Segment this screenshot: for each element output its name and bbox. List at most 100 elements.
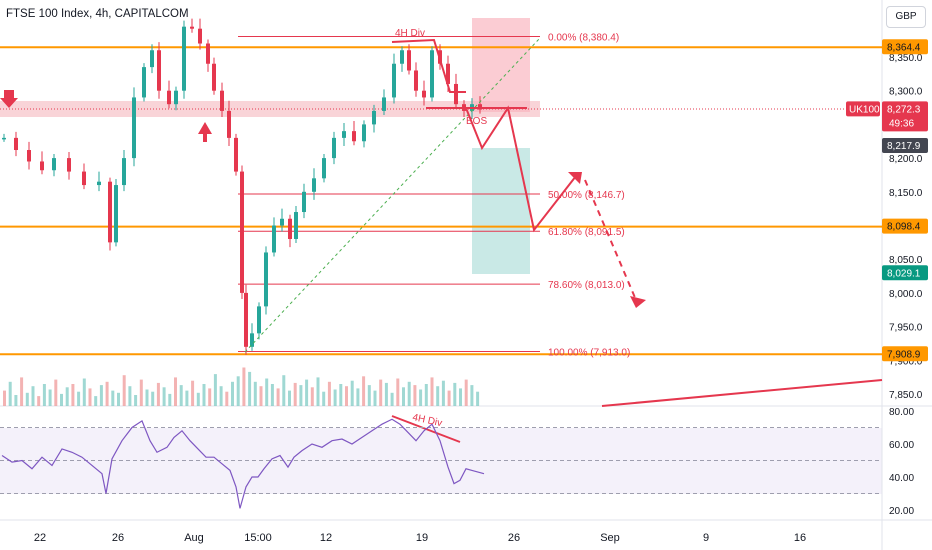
time-tick-label: 16 [794, 532, 806, 544]
candle-body [352, 131, 356, 142]
price-tick-label: 8,000.0 [889, 289, 923, 300]
candle-body [332, 137, 336, 159]
volume-bar [42, 384, 46, 406]
volume-bar [185, 390, 189, 406]
price-tick-label: 8,050.0 [889, 255, 923, 266]
price-tag-bg [882, 265, 928, 281]
candle-body [97, 181, 101, 186]
volume-bar [447, 390, 451, 406]
horizontal-levels[interactable] [0, 46, 882, 356]
volume-bar [3, 390, 6, 406]
volume-bar [71, 384, 75, 406]
volume-bar [259, 386, 263, 406]
candle-body [82, 171, 86, 186]
volume-bar [48, 389, 52, 406]
candle-body [27, 150, 31, 162]
candle-body [52, 158, 56, 171]
rsi-tick-label: 60.00 [889, 440, 914, 451]
candle-body [430, 50, 434, 98]
volume-bar [310, 387, 314, 406]
volume-bar [202, 384, 206, 406]
volume-bar [196, 392, 200, 406]
currency-badge[interactable]: GBP [886, 6, 926, 28]
volume-bar [208, 388, 212, 406]
price-axis: 8,350.08,300.08,250.08,200.08,150.08,100… [846, 39, 928, 517]
volume-bar [31, 386, 35, 406]
volume-bar [356, 388, 360, 406]
candle-body [190, 26, 194, 29]
volume-bar [168, 393, 172, 406]
price-tag-label: 8,272.3 [887, 104, 921, 115]
price-tag-label: 8,217.9 [887, 141, 921, 152]
candle-body [342, 131, 346, 138]
time-tick-label: 9 [703, 532, 709, 544]
volume-bar [54, 379, 58, 406]
fib-level-label: 50.00% (8,146.7) [548, 190, 625, 201]
volume-bar [441, 380, 445, 406]
candle-body [264, 252, 268, 307]
volume-bar [179, 385, 183, 406]
rsi-tick-label: 40.00 [889, 473, 914, 484]
divergence-label: 4H Div [395, 28, 425, 39]
trend-line-bottom[interactable] [601, 379, 883, 407]
time-axis: 22 26 Aug 15:00 12 19 26 Sep 9 16 [34, 532, 806, 544]
volume-bar [390, 392, 394, 406]
rsi-line [1, 418, 485, 509]
price-tick-label: 8,200.0 [889, 154, 923, 165]
volume-bar [156, 382, 160, 406]
divergence-line[interactable] [391, 38, 466, 93]
volume-bar [339, 384, 343, 406]
candle-body [414, 70, 418, 91]
volume-bar [419, 389, 423, 406]
symbol-tag-bg [846, 101, 880, 117]
candle-body [422, 90, 426, 98]
candle-body [132, 97, 136, 159]
candle-body [67, 158, 71, 172]
volume-bar [128, 386, 132, 406]
volume-bar [384, 382, 388, 406]
projection-path[interactable] [465, 105, 577, 233]
candle-body [174, 90, 178, 105]
time-tick-label: 22 [34, 532, 46, 544]
candle-body [150, 50, 154, 68]
volume-bar [134, 395, 138, 406]
candle-body [108, 181, 112, 243]
price-tag-bg [882, 138, 928, 154]
candle-body [244, 292, 248, 347]
candle-body [400, 50, 404, 64]
volume-bar [299, 385, 303, 406]
price-tick-label: 8,300.0 [889, 87, 923, 98]
volume-bar [77, 391, 81, 406]
rsi-pane [0, 418, 882, 509]
volume-bar [333, 389, 337, 406]
price-tag-bg [882, 218, 928, 234]
candle-body [250, 333, 254, 347]
volume-bar [253, 381, 257, 406]
volume-bar [111, 390, 115, 406]
rsi-tick-label: 80.00 [889, 407, 914, 418]
volume-bar [94, 396, 98, 406]
fibonacci-retracement[interactable]: 0.00% (8,380.4) 50.00% (8,146.7) 61.80% (8… [238, 33, 630, 359]
fib-level-label: 61.80% (8,091.5) [548, 227, 625, 238]
candle-body [288, 218, 292, 239]
bos-label: BOS [466, 116, 487, 127]
candle-body [280, 218, 284, 226]
buy-arrow-icon [198, 122, 212, 142]
candle-body [114, 185, 118, 243]
price-tag-label: 8,029.1 [887, 268, 921, 279]
volume-bar [105, 381, 109, 406]
time-tick-label: Sep [600, 532, 620, 544]
price-tag-bg [882, 101, 928, 132]
volume-bar [162, 387, 166, 406]
sell-arrow-icon [0, 90, 18, 108]
candle-body [157, 50, 161, 91]
drawings[interactable] [0, 37, 883, 443]
candle-body [257, 306, 261, 334]
volume-bar [293, 382, 297, 406]
volume-bar [151, 391, 155, 406]
candle-body [234, 137, 238, 172]
volume-bar [8, 381, 12, 406]
volume-bar [60, 393, 63, 406]
price-tick-label: 7,900.0 [889, 356, 923, 367]
